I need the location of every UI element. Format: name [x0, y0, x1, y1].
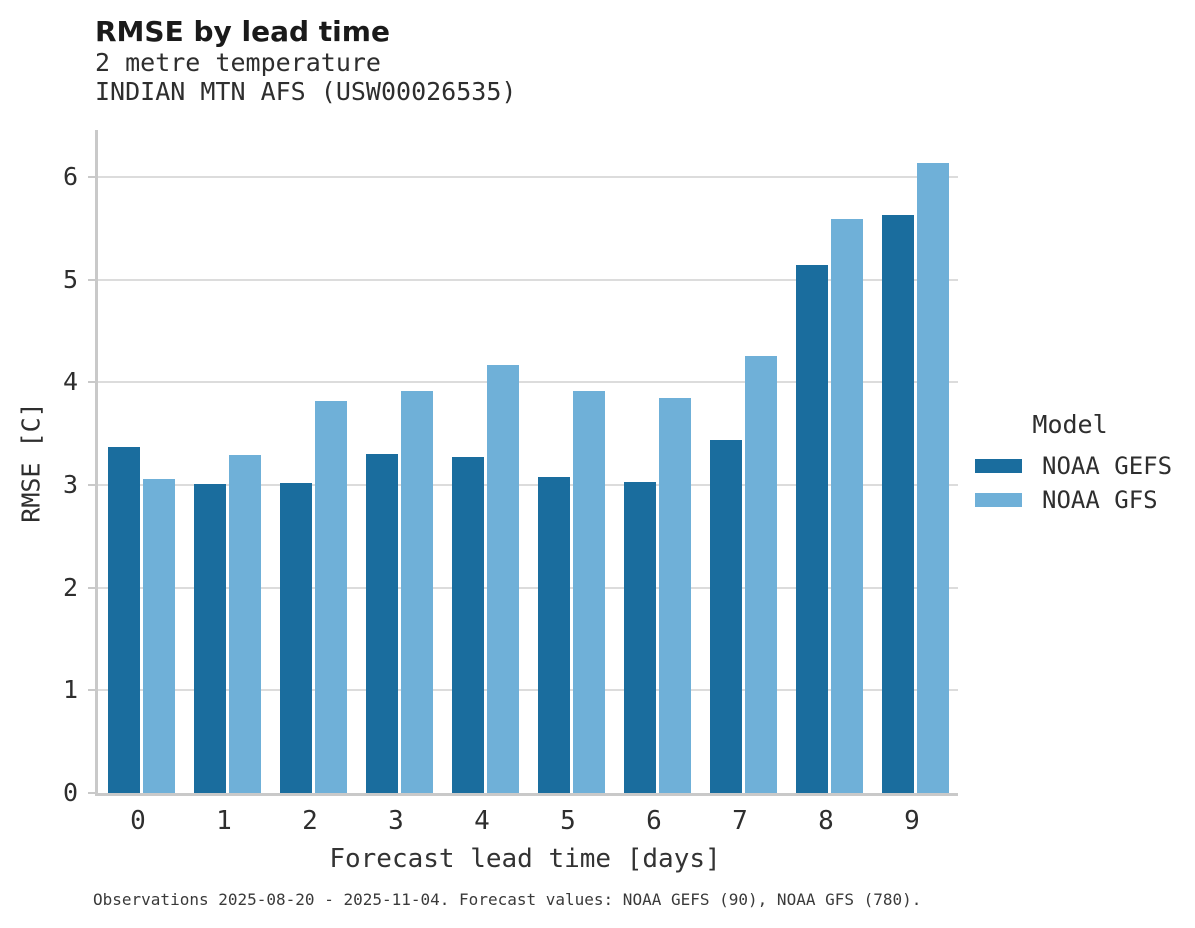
x-axis-title: Forecast lead time [days] — [329, 844, 721, 874]
gridline-1 — [98, 689, 958, 692]
gridline-2 — [98, 586, 958, 589]
x-tick-label-1: 1 — [216, 806, 232, 836]
bars-row — [98, 130, 958, 793]
bar-group-day-8 — [786, 130, 872, 793]
bar-noaa-gfs-day-5 — [572, 390, 605, 793]
y-tick-label-0: 0 — [62, 778, 78, 807]
y-tick-mark-1 — [88, 689, 95, 692]
gridline-5 — [98, 278, 958, 281]
bar-noaa-gefs-day-5 — [537, 476, 570, 793]
page-title: RMSE by lead time — [95, 15, 390, 48]
bar-noaa-gefs-day-7 — [709, 439, 742, 793]
bar-noaa-gefs-day-2 — [279, 483, 312, 793]
bar-noaa-gefs-day-9 — [881, 215, 914, 793]
y-tick-mark-5 — [88, 278, 95, 281]
bar-noaa-gfs-day-0 — [142, 478, 175, 793]
y-tick-label-5: 5 — [62, 264, 78, 294]
bar-group-day-6 — [614, 130, 700, 793]
legend-item-label: NOAA GFS — [1042, 486, 1158, 514]
x-tick-label-9: 9 — [904, 806, 920, 836]
legend-items: NOAA GEFS NOAA GFS — [968, 449, 1172, 517]
x-tick-label-5: 5 — [560, 806, 576, 836]
gridline-4 — [98, 381, 958, 384]
gridline-3 — [98, 484, 958, 487]
y-tick-mark-0 — [88, 792, 95, 794]
bar-noaa-gfs-day-2 — [314, 400, 347, 793]
y-tick-label-3: 3 — [62, 470, 78, 500]
legend-item-label: NOAA GEFS — [1042, 452, 1173, 480]
bar-noaa-gefs-day-1 — [193, 484, 226, 793]
bar-group-day-5 — [528, 130, 614, 793]
bar-group-day-7 — [700, 130, 786, 793]
chart-subtitle-line2: INDIAN MTN AFS (USW00026535) — [95, 77, 517, 106]
bar-group-day-9 — [872, 130, 958, 793]
y-tick-mark-4 — [88, 381, 95, 384]
chart-subtitle-line1: 2 metre temperature — [95, 48, 381, 77]
legend: Model NOAA GEFS NOAA GFS — [968, 410, 1172, 517]
bar-noaa-gefs-day-8 — [795, 265, 828, 793]
y-tick-label-6: 6 — [62, 162, 78, 192]
bar-noaa-gfs-day-7 — [744, 355, 777, 793]
x-tick-label-6: 6 — [646, 806, 662, 836]
gridline-6 — [98, 176, 958, 179]
bar-group-day-3 — [356, 130, 442, 793]
x-tick-label-8: 8 — [818, 806, 834, 836]
legend-title: Model — [1032, 410, 1108, 439]
x-tick-label-0: 0 — [130, 806, 146, 836]
legend-item-noaa-gfs: NOAA GFS — [968, 483, 1172, 517]
legend-item-noaa-gefs: NOAA GEFS — [968, 449, 1172, 483]
bar-noaa-gefs-day-4 — [451, 457, 484, 793]
bar-noaa-gfs-day-1 — [228, 455, 261, 793]
bar-noaa-gfs-day-8 — [830, 219, 863, 793]
legend-swatch-noaa-gefs — [975, 459, 1022, 473]
bar-group-day-2 — [270, 130, 356, 793]
y-tick-label-2: 2 — [62, 572, 78, 602]
bar-noaa-gfs-day-3 — [400, 390, 433, 793]
bar-group-day-4 — [442, 130, 528, 793]
legend-swatch-noaa-gfs — [975, 493, 1022, 507]
x-tick-label-2: 2 — [302, 806, 318, 836]
bar-group-day-1 — [184, 130, 270, 793]
caption: Observations 2025-08-20 - 2025-11-04. Fo… — [93, 890, 922, 909]
y-tick-mark-2 — [88, 586, 95, 589]
y-tick-mark-6 — [88, 176, 95, 179]
bar-noaa-gfs-day-4 — [486, 365, 519, 793]
bar-noaa-gefs-day-6 — [623, 482, 656, 793]
x-tick-label-7: 7 — [732, 806, 748, 836]
bar-group-day-0 — [98, 130, 184, 793]
y-tick-label-1: 1 — [62, 675, 78, 705]
bar-noaa-gefs-day-0 — [107, 447, 140, 793]
x-tick-label-4: 4 — [474, 806, 490, 836]
y-axis-label: RMSE [C] — [16, 402, 46, 523]
plot-area — [95, 130, 958, 796]
y-tick-mark-3 — [88, 484, 95, 487]
bar-noaa-gfs-day-9 — [916, 162, 949, 793]
bar-noaa-gfs-day-6 — [658, 397, 691, 793]
x-axis-ticks: 0 1 2 3 4 5 6 7 8 9 — [95, 806, 955, 836]
x-tick-label-3: 3 — [388, 806, 404, 836]
bar-noaa-gefs-day-3 — [365, 454, 398, 793]
y-tick-label-4: 4 — [62, 367, 78, 397]
chart-header: RMSE by lead time 2 metre temperature IN… — [95, 15, 517, 107]
